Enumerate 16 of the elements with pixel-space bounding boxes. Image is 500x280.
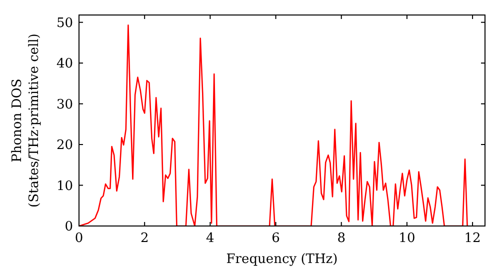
x-tick-label: 0 — [74, 231, 84, 246]
y-tick-label: 20 — [56, 138, 73, 154]
y-tick-label: 10 — [56, 178, 73, 194]
y-tick-label: 30 — [56, 97, 73, 112]
y-tick-label: 0 — [64, 220, 73, 235]
line-series — [79, 24, 468, 226]
x-axis-title: Frequency (THz) — [226, 252, 338, 267]
x-tick-label: 2 — [140, 231, 149, 246]
y-tick-label: 50 — [56, 16, 73, 31]
y-axis-title: Phonon DOS (States/THz·primitive cell) — [10, 33, 42, 208]
x-tick-label: 10 — [398, 231, 416, 246]
x-tick-label: 6 — [272, 231, 280, 246]
x-tick-label: 8 — [337, 231, 346, 246]
x-tick-label: 12 — [464, 231, 481, 246]
x-tick-label: 4 — [206, 231, 214, 246]
y-tick-label: 40 — [56, 56, 73, 72]
